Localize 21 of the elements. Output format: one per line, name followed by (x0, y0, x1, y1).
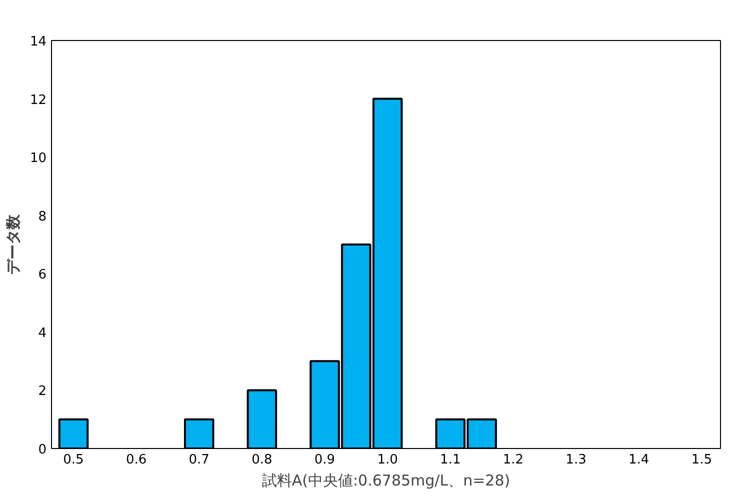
x-tick-label: 1.0 (377, 452, 398, 468)
x-tick-label: 0.9 (314, 452, 336, 468)
y-tick-label: 6 (38, 268, 47, 283)
x-axis-title: 試料A(中央値:0.6785mg/L、n=28) (262, 472, 510, 490)
x-tick-label: 1.4 (628, 452, 650, 468)
x-tick-label: 0.8 (252, 452, 272, 468)
y-tick-label: 0 (38, 442, 47, 458)
y-tick-label: 10 (30, 151, 47, 166)
x-tick-label: 1.1 (440, 452, 461, 468)
x-tick-label: 0.7 (188, 452, 210, 468)
y-tick-label: 12 (30, 92, 47, 108)
x-tick-label: 0.6 (126, 452, 147, 468)
y-axis-title: データ数 (4, 214, 22, 274)
x-tick-label: 1.5 (691, 452, 712, 468)
x-tick-label: 0.5 (63, 452, 84, 468)
y-tick-label: 2 (38, 384, 47, 400)
y-tick-label: 8 (38, 209, 47, 224)
x-tick-label: 1.2 (502, 452, 524, 468)
x-tick-label: 1.3 (566, 452, 586, 468)
y-tick-label: 14 (30, 34, 47, 50)
y-tick-label: 4 (38, 326, 47, 341)
